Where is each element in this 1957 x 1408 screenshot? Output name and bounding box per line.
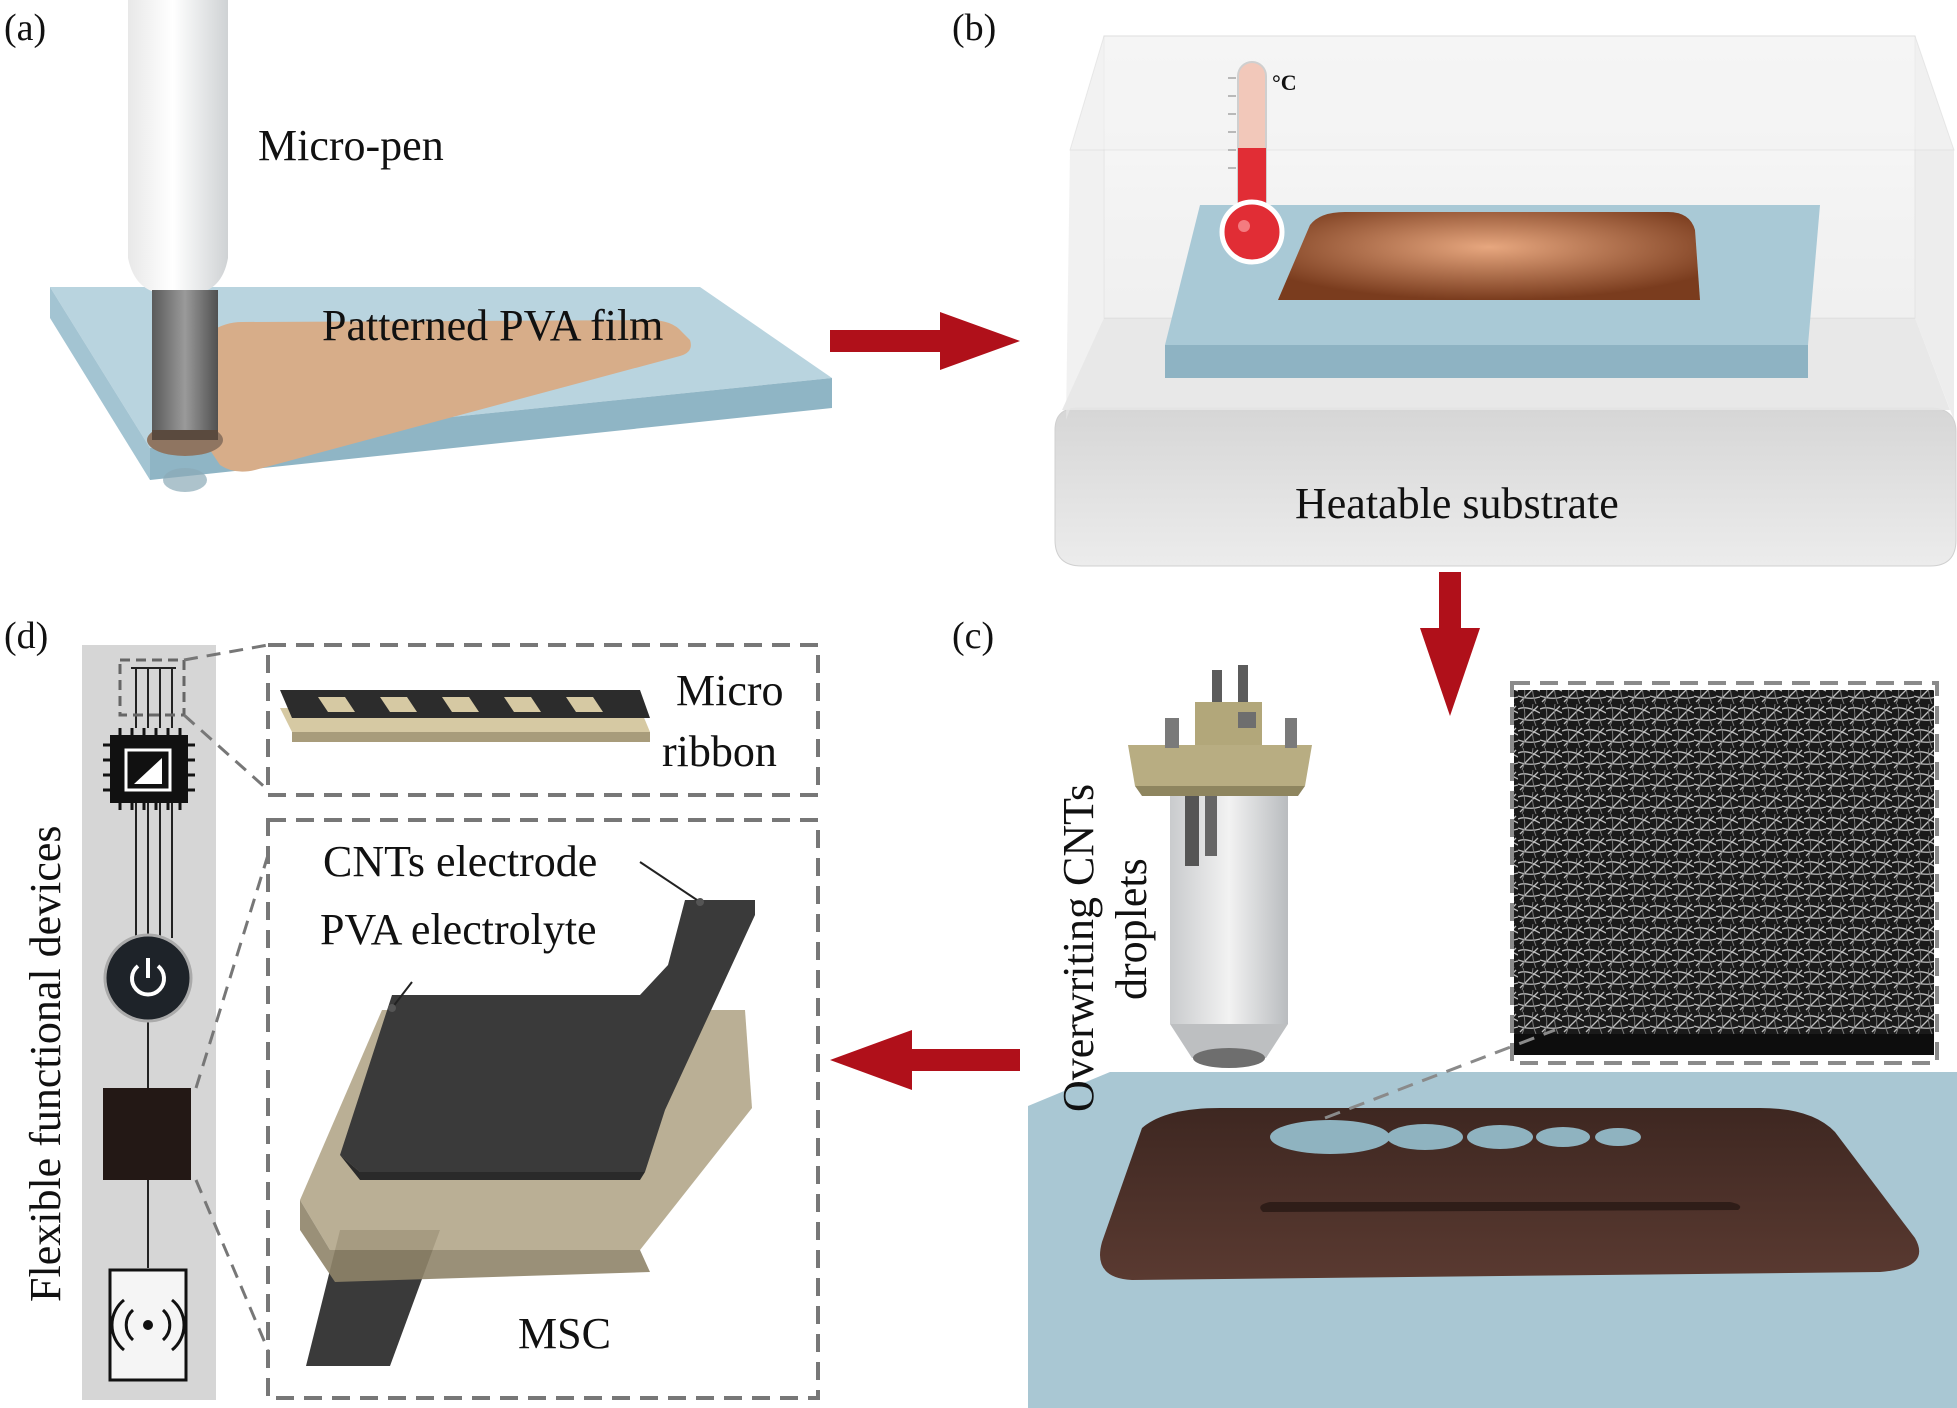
micro-ribbon-box — [266, 643, 820, 797]
cnts-electrode-label: CNTs electrode — [323, 837, 597, 886]
pva-film-heated — [1278, 212, 1700, 300]
patterned-pva-film — [154, 320, 691, 472]
micro-ribbon-label-2: ribbon — [662, 727, 777, 776]
patterned-pva-film-label: Patterned PVA film — [322, 301, 663, 350]
process-label-line2: droplets — [1107, 858, 1156, 1000]
thermometer-icon — [1219, 61, 1285, 265]
panel-a: (a) Micro-pen Patterned PVA film — [4, 0, 832, 492]
panel-c: (c) Overwriting — [952, 615, 1957, 1408]
msc-label: MSC — [518, 1309, 611, 1358]
sem-image — [1514, 690, 1934, 1055]
sem-image-frame — [1510, 681, 1939, 1065]
micro-pen-needle — [152, 290, 218, 440]
micro-pen-body — [128, 0, 228, 294]
panel-c-tag: (c) — [952, 615, 994, 657]
msc-indicator — [103, 1088, 191, 1180]
panel-b: (b) °C Heatable substrate — [952, 7, 1957, 567]
pva-electrolyte-label: PVA electrolyte — [320, 905, 597, 954]
heatable-substrate-label: Heatable substrate — [1295, 479, 1619, 528]
strip-label: Flexible functional devices — [21, 825, 70, 1302]
micro-pen-label: Micro-pen — [258, 121, 444, 170]
power-button-icon — [103, 933, 193, 1023]
electrode-pointer — [639, 861, 704, 906]
micro-ribbon-label-1: Micro — [676, 666, 784, 715]
panel-b-tag: (b) — [952, 7, 996, 49]
droplet-dispenser — [1128, 665, 1312, 1068]
chip-icon — [103, 728, 195, 810]
droplet — [1387, 1124, 1463, 1150]
droplet — [1595, 1128, 1641, 1146]
micro-ribbon-device — [280, 690, 650, 742]
wireless-coil-icon — [108, 1268, 188, 1382]
msc-device — [300, 900, 755, 1366]
droplet — [1467, 1125, 1533, 1149]
sem-pointer-line-1 — [1324, 1028, 1556, 1120]
panel-d: (d) Flexible functional devices — [4, 615, 820, 1400]
droplet — [1536, 1127, 1590, 1147]
process-label-line1: Overwriting CNTs — [1054, 784, 1103, 1112]
arrow-b-to-c — [1420, 572, 1480, 716]
arrow-a-to-b — [830, 312, 1020, 370]
glass-substrate-side — [50, 287, 150, 480]
temperature-unit: °C — [1272, 70, 1297, 95]
electrolyte-pointer — [388, 981, 413, 1012]
cnt-droplets — [1270, 1120, 1641, 1154]
micro-ribbon-indicator — [118, 658, 186, 717]
arrow-c-to-d — [830, 1030, 1020, 1090]
panel-d-tag: (d) — [4, 615, 48, 657]
panel-a-tag: (a) — [4, 7, 46, 49]
glass-substrate-front — [150, 378, 832, 480]
msc-box — [266, 818, 820, 1400]
droplet — [1270, 1120, 1390, 1154]
